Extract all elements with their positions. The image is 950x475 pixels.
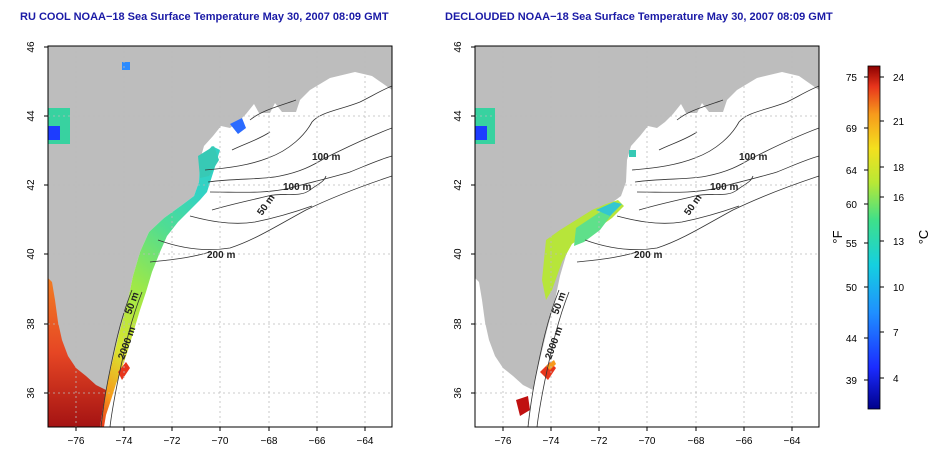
right-sst-patch-south-2 [546,360,556,370]
fahrenheit-tick-label: 64 [846,166,858,177]
fahrenheit-axis-label: °F [830,230,845,243]
right-map-title: DECLOUDED NOAA−18 Sea Surface Temperatur… [445,11,833,23]
right-sst-patch-teal [596,202,622,216]
celsius-tick-label: 10 [893,283,905,294]
fahrenheit-tick-label: 44 [846,334,858,345]
left-x-tick-label: −70 [212,436,229,447]
right-water-bay [475,278,533,427]
right-contour-label: 100 m [710,182,738,193]
right-y-tick-label: 46 [453,41,464,53]
right-contour-label: 200 m [634,250,662,261]
left-y-tick-label: 36 [26,387,37,399]
celsius-tick-label: 24 [893,73,905,84]
left-x-tick-label: −76 [68,436,85,447]
right-sst-patch-mid [574,212,612,246]
celsius-tick-label: 21 [893,117,905,128]
right-map: 100 m 100 m 50 m 200 m 50 m 2000 m −76 −… [453,41,820,447]
left-y-tick-label: 42 [26,179,37,191]
celsius-tick-label: 13 [893,237,905,248]
right-x-tick-label: −70 [639,436,656,447]
left-bathymetry-contours [100,85,392,427]
fahrenheit-tick-label: 39 [846,376,858,387]
temperature-colorbar: 75 69 64 60 55 50 44 39 24 21 18 16 13 1… [830,65,931,410]
celsius-tick-label: 7 [893,328,899,339]
right-x-tick-label: −68 [688,436,705,447]
right-y-tick-label: 36 [453,387,464,399]
right-bathymetry-contours [527,85,819,427]
left-contour-label: 200 m [207,250,235,261]
celsius-tick-label: 4 [893,374,899,385]
fahrenheit-tick-label: 50 [846,283,858,294]
right-y-tick-label: 40 [453,248,464,260]
right-small-patch [629,150,636,157]
right-y-tick-label: 42 [453,179,464,191]
right-grid [475,46,819,427]
left-x-tick-label: −68 [261,436,278,447]
right-x-tick-label: −76 [495,436,512,447]
left-inland-lake-2 [48,126,60,140]
colorbar-gradient [867,65,881,410]
right-land [475,46,819,427]
right-sst-patch-bay [516,396,530,416]
right-y-tick-label: 38 [453,318,464,330]
left-x-tick-label: −64 [357,436,374,447]
right-inland-lake-2 [475,126,487,140]
left-x-tick-label: −74 [116,436,133,447]
left-map-title: RU COOL NOAA−18 Sea Surface Temperature … [20,11,389,23]
left-small-patch [122,62,130,70]
fahrenheit-tick-label: 75 [846,73,858,84]
left-x-tick-label: −66 [309,436,326,447]
left-y-tick-label: 40 [26,248,37,260]
left-map: 100 m 100 m 50 m 200 m 50 m 2000 m −76 −… [26,41,393,447]
fahrenheit-tick-label: 55 [846,239,858,250]
left-land [48,46,392,427]
left-cool-patch [198,146,219,178]
left-y-tick-label: 44 [26,110,37,122]
right-x-tick-label: −74 [543,436,560,447]
left-contour-label: 100 m [312,152,340,163]
fahrenheit-tick-label: 60 [846,200,858,211]
left-y-tick-label: 38 [26,318,37,330]
left-tick-marks [44,46,366,431]
colorbar-tick-marks [864,76,884,381]
left-x-tick-label: −72 [164,436,181,447]
right-x-tick-label: −72 [591,436,608,447]
right-tick-marks [471,46,793,431]
left-warm-coastal-water [48,278,106,427]
left-grid [48,46,392,427]
fahrenheit-tick-label: 69 [846,124,858,135]
right-y-tick-label: 44 [453,110,464,122]
celsius-tick-label: 16 [893,193,905,204]
celsius-axis-label: °C [916,230,931,245]
left-contour-label: 100 m [283,182,311,193]
right-contour-label: 100 m [739,152,767,163]
celsius-tick-label: 18 [893,163,905,174]
right-x-tick-label: −66 [736,436,753,447]
left-y-tick-label: 46 [26,41,37,53]
right-x-tick-label: −64 [784,436,801,447]
left-cool-patch-2 [230,118,246,134]
